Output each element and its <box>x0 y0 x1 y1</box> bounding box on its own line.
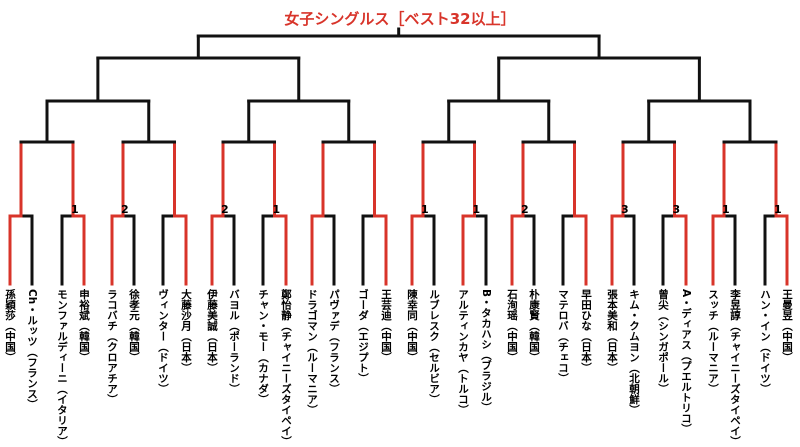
player-name: ラコバチ（クロアチア） <box>106 289 118 405</box>
set-count-label: 3 <box>621 203 629 216</box>
player-name: マテロバ（チェコ） <box>557 289 569 384</box>
set-count-label: 3 <box>672 203 681 216</box>
player-name: スッチ（ルーマニア） <box>707 289 719 394</box>
player-name: 張本美和（日本） <box>606 289 618 373</box>
set-count-label: 1 <box>421 203 429 216</box>
player-name: A・ディアス（プエルトリコ） <box>680 289 692 434</box>
player-name: 朴康賢（韓国） <box>528 289 540 363</box>
player-name: 王曼昱（中国） <box>781 289 793 363</box>
player-name: ゴーダ（エジプト） <box>357 289 369 384</box>
player-name: 王芸迪（中国） <box>380 289 392 363</box>
player-name: ハン・イン（ドイツ） <box>759 289 771 394</box>
player-name: 李昱諄（チャイニーズタイペイ） <box>729 289 741 447</box>
player-name: 早田ひな（日本） <box>580 289 592 373</box>
set-count-label: 1 <box>272 203 281 216</box>
player-name: 孫穎莎（中国） <box>4 289 16 363</box>
set-count-label: 2 <box>221 203 229 216</box>
player-name: 鄭怡静（チャイニーズタイペイ） <box>280 289 292 447</box>
player-name: 徐孝元（韓国） <box>128 289 140 363</box>
player-name: 伊藤美誠（日本） <box>206 289 218 373</box>
player-name: ルブレスク（セルビア） <box>428 289 440 405</box>
player-name: 大藤沙月（日本） <box>180 289 192 373</box>
player-name: モンファルディーニ（イタリア） <box>56 289 68 447</box>
player-name: 曾尖（シンガポール） <box>657 289 669 394</box>
player-name: Ch・ルッツ（フランス） <box>26 289 38 410</box>
player-name: 石洵瑶（中国） <box>506 289 518 363</box>
player-name: B・タカハシ（ブラジル） <box>480 289 492 413</box>
player-name: アルティンカヤ（トルコ） <box>457 289 469 415</box>
set-count-label: 1 <box>722 203 730 216</box>
player-name: キム・クムヨン（北朝鮮） <box>628 289 640 415</box>
player-name: チャン・モー（カナダ） <box>257 289 269 405</box>
set-count-label: 1 <box>774 203 782 216</box>
player-name: ヴィンター（ドイツ） <box>157 289 169 394</box>
set-count-label: 1 <box>71 203 79 216</box>
player-name: ドラゴマン（ルーマニア） <box>306 289 318 415</box>
player-name: パヴァデ（フランス） <box>328 289 340 394</box>
bracket-title: 女子シングルス［ベスト32以上］ <box>284 10 516 28</box>
set-count-label: 2 <box>521 203 529 216</box>
set-count-label: 2 <box>121 203 129 216</box>
player-name: 申裕斌（韓国） <box>78 289 90 363</box>
player-name: 陳幸同（中国） <box>406 289 418 363</box>
set-count-label: 1 <box>472 203 481 216</box>
player-name: バヨル（ポーランド） <box>228 289 240 394</box>
